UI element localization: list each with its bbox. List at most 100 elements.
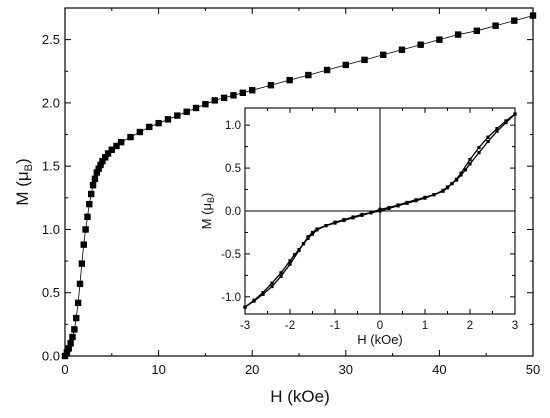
main-y-axis-title: M (μB) [13, 158, 35, 205]
main-data-point [323, 66, 331, 74]
main-data-point [82, 226, 89, 233]
inset-data-point [324, 223, 328, 228]
inset-data-point [297, 248, 301, 252]
inset-data-point [468, 162, 472, 166]
main-data-point [183, 108, 190, 115]
main-data-point [529, 12, 537, 19]
inset-data-point [310, 232, 315, 236]
main-data-point [398, 46, 406, 53]
main-y-tick-label: 0.5 [42, 285, 60, 300]
main-data-point [78, 260, 86, 267]
main-data-point [361, 56, 368, 64]
inset-data-point [459, 173, 463, 177]
inset-data-point [360, 212, 364, 217]
main-data-point [102, 154, 109, 161]
main-data-point [93, 169, 101, 176]
main-data-point [88, 190, 95, 198]
main-data-point [155, 119, 162, 127]
main-data-point [164, 116, 172, 123]
main-data-point [146, 123, 153, 131]
inset-data-point [513, 112, 517, 116]
inset-x-tick-label: -2 [285, 320, 295, 332]
inset-data-point [477, 145, 481, 150]
inset-data-point [378, 207, 382, 211]
inset-y-tick-label: 0.0 [225, 206, 241, 218]
main-data-point [117, 138, 125, 146]
inset-data-point [387, 205, 391, 210]
inset-data-point [495, 127, 499, 131]
inset-data-point [369, 211, 373, 215]
main-x-axis-title: H (kOe) [270, 387, 330, 406]
main-data-point [61, 352, 69, 360]
inset-data-point [477, 151, 481, 155]
main-data-point [108, 146, 115, 153]
main-data-point [202, 100, 209, 108]
inset-data-point [445, 186, 450, 190]
inset-x-tick-label: 3 [512, 320, 518, 332]
main-data-point [174, 112, 181, 119]
inset-y-axis-title: M (μB) [199, 193, 216, 230]
main-data-point [417, 41, 424, 48]
inset-y-tick-label: 0.5 [225, 163, 241, 175]
inset-data-point [486, 139, 490, 144]
inset-data-point [292, 253, 297, 257]
inset-y-tick-label: -1.0 [221, 292, 241, 304]
inset-y-tick-label: 1.0 [225, 120, 241, 132]
main-data-point [454, 31, 462, 38]
inset-data-point [454, 177, 459, 181]
main-data-point [95, 165, 102, 172]
inset-data-point [459, 171, 463, 175]
main-axis-ticks: 0 10 20 30 40 500.00.51.01.52.02.5 [42, 8, 540, 377]
main-data-point [220, 94, 228, 102]
main-data-series [61, 12, 537, 360]
main-data-point [511, 17, 518, 24]
main-data-point [113, 142, 120, 150]
inset-data-point [378, 209, 382, 213]
main-y-tick-label: 2.0 [42, 95, 60, 110]
main-data-point [436, 36, 443, 43]
inset-data-point [414, 198, 418, 202]
inset-data-point [342, 217, 346, 222]
main-data-point [473, 27, 481, 34]
main-data-point [65, 345, 72, 352]
main-y-tick-label: 2.5 [42, 32, 60, 47]
main-data-point [492, 22, 499, 29]
main-data-point [286, 76, 293, 84]
main-data-point [192, 104, 200, 112]
main-data-point [69, 333, 76, 341]
inset-data-point [468, 157, 472, 162]
main-y-tick-label: 1.5 [42, 159, 60, 174]
inset-data-point [288, 259, 292, 263]
inset-data-point [504, 119, 508, 123]
inset-axis-ticks: -3 -2 -1 0 1 2 3 -1.0 -0.5 0.0 0.5 1.0 [221, 108, 518, 332]
inset-data-point [279, 274, 283, 278]
inset-x-tick-label: 1 [422, 320, 428, 332]
inset-data-point [261, 292, 265, 296]
main-data-point [380, 51, 387, 59]
main-data-point [71, 326, 78, 333]
main-data-point [249, 87, 256, 94]
inset-x-tick-label: 0 [377, 320, 383, 332]
inset-y-tick-label: -0.5 [221, 249, 241, 261]
inset-data-point [306, 236, 310, 241]
inset-data-point [270, 281, 274, 285]
inset-data-point [486, 135, 490, 139]
main-data-point [136, 128, 144, 136]
inset-data-point [333, 220, 337, 224]
main-x-tick-label: 40 [432, 362, 446, 377]
inset-data-point [463, 168, 468, 172]
inset-data-point [351, 215, 355, 219]
inset-data-point [310, 230, 315, 235]
inset-x-axis-title: H (kOe) [357, 332, 403, 347]
inset-data-point [495, 129, 499, 133]
main-data-point [267, 81, 275, 89]
inset-data-point [405, 200, 409, 205]
inset-data-point [270, 284, 274, 289]
main-data-point [73, 314, 80, 322]
inset-data-point [423, 195, 427, 199]
main-data-point [97, 161, 104, 169]
main-data-point [84, 213, 91, 220]
main-x-tick-label: 20 [245, 362, 259, 377]
main-data-point [127, 133, 134, 141]
